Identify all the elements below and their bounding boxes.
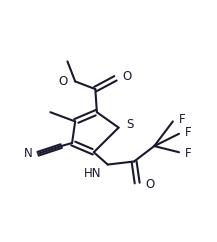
Text: O: O bbox=[58, 75, 67, 88]
Text: O: O bbox=[145, 178, 154, 191]
Text: F: F bbox=[185, 147, 192, 160]
Text: N: N bbox=[24, 146, 33, 159]
Text: O: O bbox=[122, 70, 132, 83]
Text: S: S bbox=[126, 118, 134, 131]
Text: F: F bbox=[185, 126, 192, 139]
Text: HN: HN bbox=[84, 167, 102, 180]
Text: F: F bbox=[179, 113, 186, 126]
